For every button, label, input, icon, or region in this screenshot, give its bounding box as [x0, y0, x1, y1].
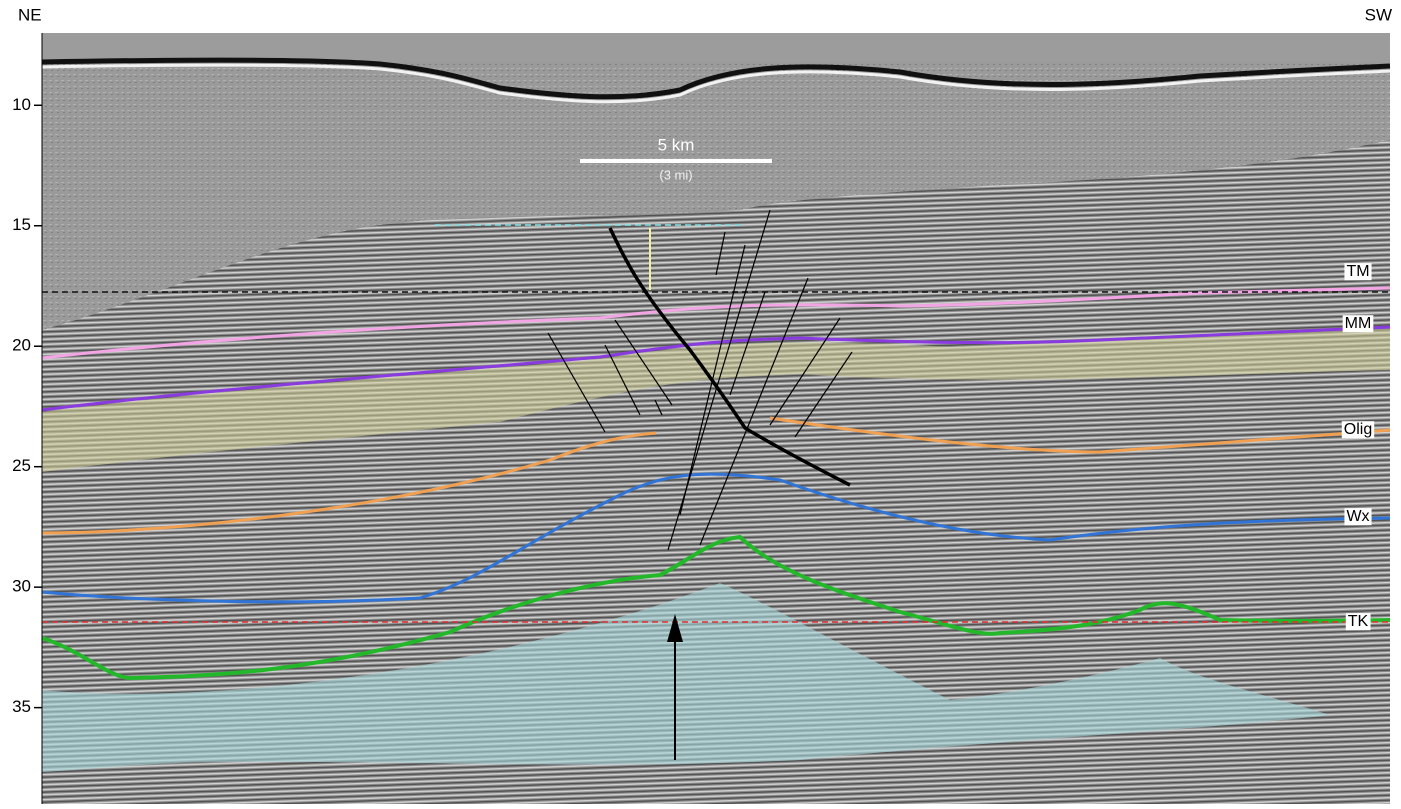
- label-box: [1345, 613, 1371, 631]
- horizon-label: Wx: [1346, 508, 1369, 525]
- horizon-labels: TM MM Olig Wx TK: [1341, 263, 1375, 631]
- scale-sublabel: (3 mi): [659, 167, 692, 182]
- horizon-label: TM: [1346, 263, 1369, 280]
- y-axis: 10 15 20 25 30 35: [12, 33, 43, 804]
- tick-label: 20: [12, 336, 31, 355]
- tick-label: 15: [12, 215, 31, 234]
- label-box: [1341, 421, 1375, 439]
- tick-label: 35: [12, 697, 31, 716]
- tick-label: 30: [12, 577, 31, 596]
- direction-left: NE: [18, 5, 42, 24]
- markers: [42, 209, 1390, 760]
- tick-label: 10: [12, 95, 31, 114]
- tick-label: 25: [12, 456, 31, 475]
- direction-right: SW: [1365, 5, 1392, 24]
- label-box: [1342, 315, 1374, 333]
- label-box: [1344, 508, 1372, 526]
- horizon-label: TK: [1348, 613, 1369, 630]
- label-box: [1344, 263, 1372, 281]
- horizon-label: MM: [1345, 315, 1372, 332]
- scale-bar: 5 km (3 mi): [580, 135, 772, 182]
- horizon-label: Olig: [1344, 421, 1372, 438]
- section-image: [41, 33, 1391, 804]
- scale-label: 5 km: [658, 135, 695, 154]
